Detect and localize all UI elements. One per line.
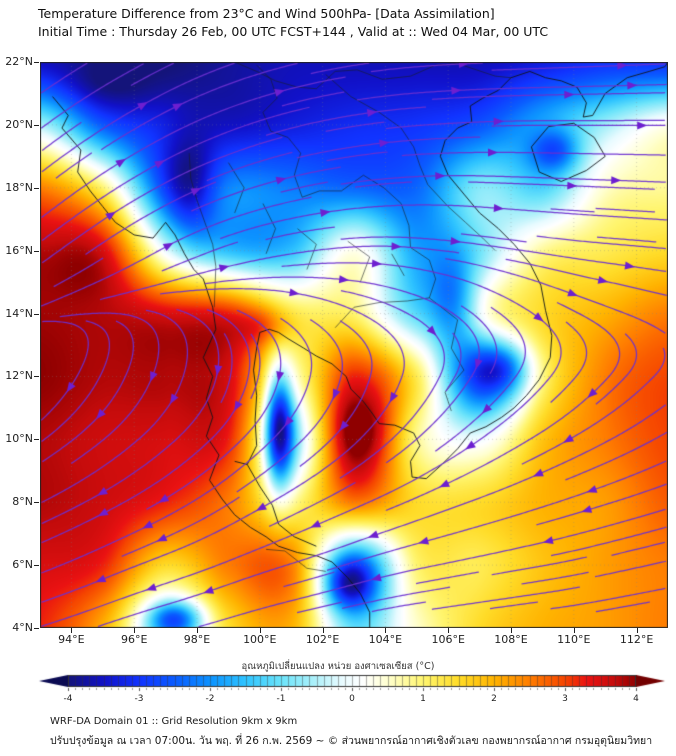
lat-tick-label: 4°N: [12, 621, 33, 634]
lon-tick-mark: [259, 628, 261, 633]
lat-tick-label: 20°N: [5, 117, 33, 131]
lon-tick-label: 108°E: [494, 633, 528, 646]
lon-tick-label: 100°E: [243, 633, 277, 646]
lat-tick-mark: [34, 565, 39, 567]
lon-tick-label: 110°E: [557, 633, 591, 646]
lat-tick-mark: [34, 187, 39, 189]
lat-tick-label: 12°N: [5, 369, 33, 383]
lon-tick-mark: [636, 628, 638, 633]
colorbar-tick-label: -3: [134, 694, 144, 704]
lat-tick-mark: [34, 628, 39, 629]
lon-tick-mark: [71, 628, 73, 633]
lat-tick-label: 16°N: [5, 243, 33, 257]
lat-tick-mark: [34, 439, 39, 441]
colorbar-tick-label: -4: [63, 694, 73, 704]
colorbar-tick-label: -1: [276, 694, 286, 704]
lon-tick-mark: [573, 628, 575, 633]
lon-tick-label: 94°E: [58, 633, 85, 646]
lat-tick-label: 8°N: [12, 495, 33, 509]
lon-tick-mark: [385, 628, 387, 633]
colorbar-tick-label: 3: [562, 694, 568, 704]
lon-tick-mark: [197, 628, 198, 633]
footer-domain-info: WRF-DA Domain 01 :: Grid Resolution 9km …: [50, 716, 298, 727]
lon-tick-label: 104°E: [368, 633, 403, 646]
lon-tick-label: 96°E: [120, 633, 148, 646]
lat-tick-mark: [34, 62, 39, 63]
lat-tick-label: 6°N: [12, 558, 33, 572]
lon-tick-label: 102°E: [305, 633, 340, 646]
colorbar-tick-label: 0: [349, 694, 355, 704]
colorbar-tick-label: 2: [491, 694, 497, 704]
lat-tick-label: 10°N: [5, 432, 33, 446]
colorbar-tick-label: -2: [205, 694, 215, 704]
lon-tick-mark: [322, 628, 324, 633]
lon-tick-label: 106°E: [431, 633, 465, 646]
lon-tick-mark: [511, 628, 512, 633]
colorbar-canvas: [38, 674, 666, 692]
page-subtitle: Initial Time : Thursday 26 Feb, 00 UTC F…: [38, 24, 549, 39]
footer-update-info: ปรับปรุงข้อมูล ณ เวลา 07:00น. วัน พฤ. ที…: [50, 735, 653, 747]
lat-tick-label: 14°N: [5, 306, 33, 320]
page-title: Temperature Difference from 23°C and Win…: [38, 6, 495, 21]
lon-tick-label: 98°E: [183, 633, 211, 646]
colorbar-tick-label: 4: [633, 694, 639, 704]
lon-tick-label: 112°E: [619, 633, 654, 646]
lat-tick-mark: [34, 313, 39, 315]
map-plot-area: [40, 62, 668, 628]
lat-tick-label: 22°N: [5, 55, 33, 68]
colorbar-tick-label: 1: [420, 694, 426, 704]
lat-tick-mark: [34, 502, 39, 504]
lon-tick-mark: [448, 628, 450, 633]
lat-tick-mark: [34, 124, 39, 126]
lat-tick-mark: [34, 376, 39, 378]
lat-tick-mark: [34, 250, 39, 252]
lon-tick-mark: [134, 628, 136, 633]
temperature-wind-map-canvas: [40, 62, 668, 628]
colorbar-title: อุณหภูมิเปลี่ยนแปลง หน่วย องศาเซลเซียส (…: [241, 661, 435, 672]
lat-tick-label: 18°N: [5, 180, 33, 194]
